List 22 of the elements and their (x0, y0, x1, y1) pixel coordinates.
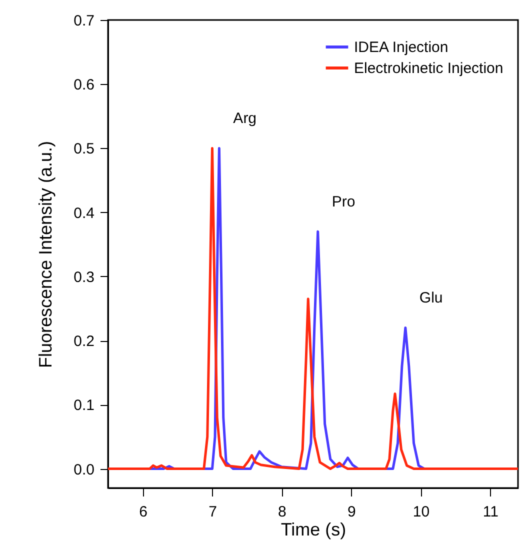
line-series (108, 146, 518, 470)
x-tick-label: 8 (278, 504, 286, 520)
x-tick-label: 6 (139, 504, 148, 520)
x-axis-title: Time (s) (280, 520, 346, 540)
y-axis-title: Fluorescence Intensity (a.u.) (36, 140, 56, 368)
y-tick-label: 0.4 (74, 204, 94, 222)
legend-label: Electrokinetic Injection (354, 60, 504, 77)
y-tick-label: 0.6 (74, 76, 94, 94)
x-tick-label: 10 (412, 504, 430, 520)
annotation: Glu (419, 290, 443, 307)
y-tick-label: 0.7 (74, 12, 94, 30)
y-tick-label: 0.1 (74, 397, 94, 414)
annotation: Arg (233, 110, 257, 128)
x-tick-label: 9 (348, 504, 356, 520)
x-tick-label: 7 (208, 504, 217, 520)
x-tick-label: 11 (482, 504, 498, 520)
annotation: Pro (332, 194, 356, 211)
y-tick-label: 0.2 (74, 333, 94, 350)
y-tick-label: 0.5 (74, 140, 94, 158)
y-tick-label: 0.0 (74, 461, 94, 478)
legend-label: IDEA Injection (354, 39, 448, 56)
y-tick-label: 0.3 (74, 268, 94, 286)
